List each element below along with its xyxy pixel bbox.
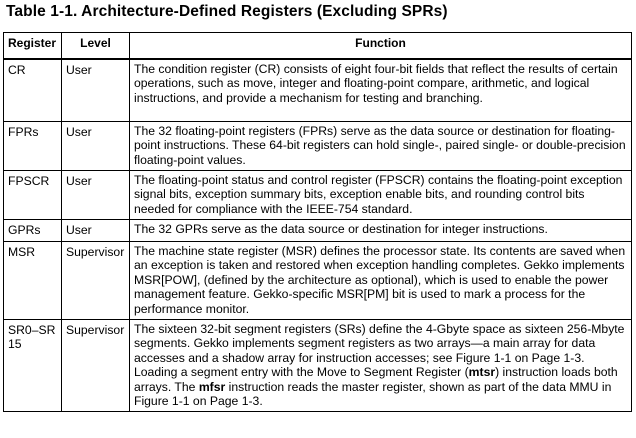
mnemonic-mfsr: mfsr (198, 379, 226, 394)
register-cell: GPRs (3, 219, 62, 242)
table-row: FPRs User The 32 floating-point register… (3, 121, 632, 171)
register-cell: SR0–SR 15 (3, 319, 62, 412)
level-cell: User (61, 219, 130, 242)
header-level: Level (61, 32, 130, 60)
function-cell: The condition register (CR) consists of … (129, 58, 632, 122)
table-row: CR User The condition register (CR) cons… (3, 58, 632, 122)
table-title: Table 1-1. Architecture-Defined Register… (6, 3, 448, 20)
register-cell: CR (3, 58, 62, 122)
level-cell: User (61, 58, 130, 122)
function-cell: The 32 GPRs serve as the data source or … (129, 219, 632, 242)
table-row: SR0–SR 15 Supervisor The sixteen 32-bit … (3, 319, 632, 412)
header-register: Register (3, 32, 62, 60)
function-text: instruction reads the master register, s… (134, 379, 612, 409)
level-cell: Supervisor (61, 319, 130, 412)
function-text: ) instruction loads both arrays. The (134, 365, 618, 394)
mnemonic-mtsr: mtsr (468, 365, 496, 380)
register-cell: MSR (3, 241, 62, 320)
register-cell: FPSCR (3, 170, 62, 220)
table-row: FPSCR User The floating-point status and… (3, 170, 632, 220)
function-cell: The machine state register (MSR) defines… (129, 241, 632, 320)
level-cell: Supervisor (61, 241, 130, 320)
header-function: Function (129, 32, 632, 60)
function-cell: The sixteen 32-bit segment registers (SR… (129, 319, 632, 412)
level-cell: User (61, 121, 130, 171)
function-cell: The floating-point status and control re… (129, 170, 632, 220)
table-header-row: Register Level Function (3, 32, 632, 60)
register-cell: FPRs (3, 121, 62, 171)
registers-table: Register Level Function CR User The cond… (3, 32, 632, 412)
table-row: MSR Supervisor The machine state registe… (3, 241, 632, 320)
level-cell: User (61, 170, 130, 220)
table-row: GPRs User The 32 GPRs serve as the data … (3, 219, 632, 242)
function-cell: The 32 floating-point registers (FPRs) s… (129, 121, 632, 171)
function-text: The sixteen 32-bit segment registers (SR… (134, 322, 625, 380)
